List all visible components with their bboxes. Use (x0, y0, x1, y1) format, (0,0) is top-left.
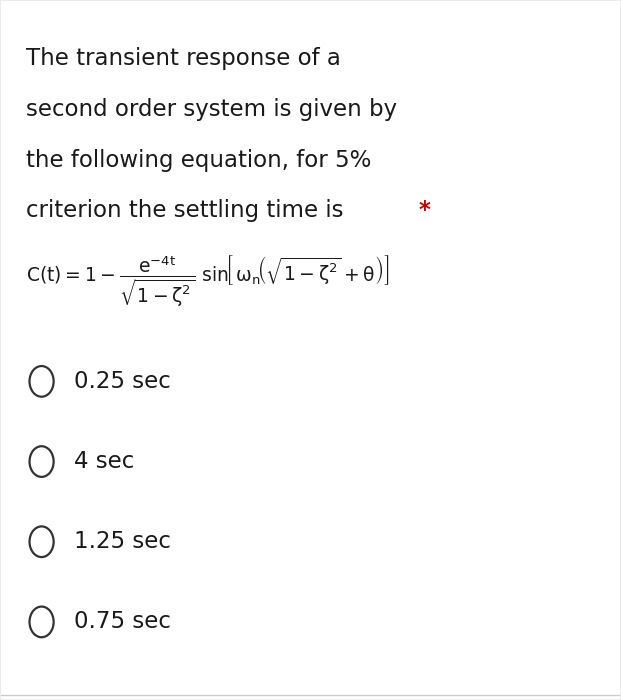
Text: criterion the settling time is: criterion the settling time is (26, 199, 343, 223)
Text: $\mathrm{C(t) = 1 - \dfrac{e^{-4t}}{\sqrt{1-\zeta^2}}\ sin\!\left[\,\omega_n\!\l: $\mathrm{C(t) = 1 - \dfrac{e^{-4t}}{\sqr… (26, 253, 389, 308)
Text: 0.25 sec: 0.25 sec (75, 370, 171, 393)
Text: the following equation, for 5%: the following equation, for 5% (26, 148, 371, 172)
Text: *: * (410, 199, 430, 223)
Text: The transient response of a: The transient response of a (26, 47, 341, 70)
Text: 4 sec: 4 sec (75, 450, 135, 473)
Text: 1.25 sec: 1.25 sec (75, 530, 171, 553)
Text: 0.75 sec: 0.75 sec (75, 610, 171, 634)
Text: second order system is given by: second order system is given by (26, 97, 397, 120)
